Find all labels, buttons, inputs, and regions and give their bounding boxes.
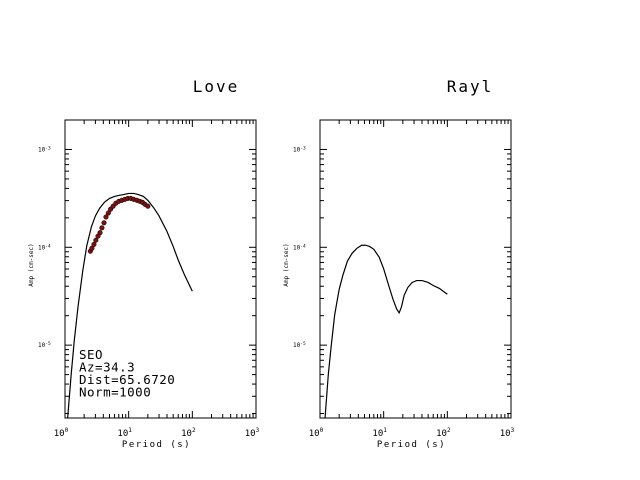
- x-axis-label: Period (s): [377, 440, 446, 450]
- data-point: [101, 220, 107, 226]
- station-annotation: SEO: [79, 347, 103, 362]
- chart-title: Love: [193, 77, 240, 96]
- y-axis-label: Amp (cm-sec): [28, 243, 35, 286]
- chart-title: Rayl: [447, 77, 494, 96]
- data-point: [103, 214, 109, 220]
- y-tick-label: 10-4: [38, 243, 51, 251]
- x-tick-label: 100: [54, 427, 69, 439]
- x-tick-label: 101: [372, 427, 387, 439]
- data-point: [97, 230, 103, 236]
- y-tick-label: 10-3: [38, 145, 51, 153]
- x-tick-label: 101: [117, 427, 132, 439]
- x-tick-label: 100: [309, 427, 324, 439]
- x-axis-label: Period (s): [122, 440, 191, 450]
- x-tick-label: 102: [436, 427, 451, 439]
- rayl-panel: Rayl 100 101 102 103 10-3 10-4 10-5 Period (s) Am…: [283, 77, 515, 450]
- x-tick-label: 103: [245, 427, 260, 439]
- y-tick-label: 10-4: [293, 243, 306, 251]
- x-tick-label: 103: [500, 427, 515, 439]
- x-tick-label: 102: [181, 427, 196, 439]
- station-annotation: Dist=65.6720: [79, 372, 175, 387]
- plot-frame: [319, 119, 512, 419]
- station-annotation: Az=34.3: [79, 360, 135, 375]
- station-annotation: Norm=1000: [79, 385, 151, 400]
- love-panel: Love 100 101 102 103 10-3 10-4 10-5 Period (s) Am…: [28, 77, 260, 450]
- data-point: [99, 225, 105, 231]
- data-point: [91, 241, 97, 247]
- y-axis-label: Amp (cm-sec): [283, 243, 290, 286]
- series-line: [67, 192, 193, 419]
- series-line: [324, 244, 448, 419]
- data-point: [145, 203, 151, 209]
- y-tick-label: 10-3: [293, 145, 306, 153]
- y-tick-label: 10-5: [38, 341, 51, 349]
- y-tick-label: 10-5: [293, 341, 306, 349]
- data-point: [93, 237, 99, 243]
- data-point: [105, 210, 111, 216]
